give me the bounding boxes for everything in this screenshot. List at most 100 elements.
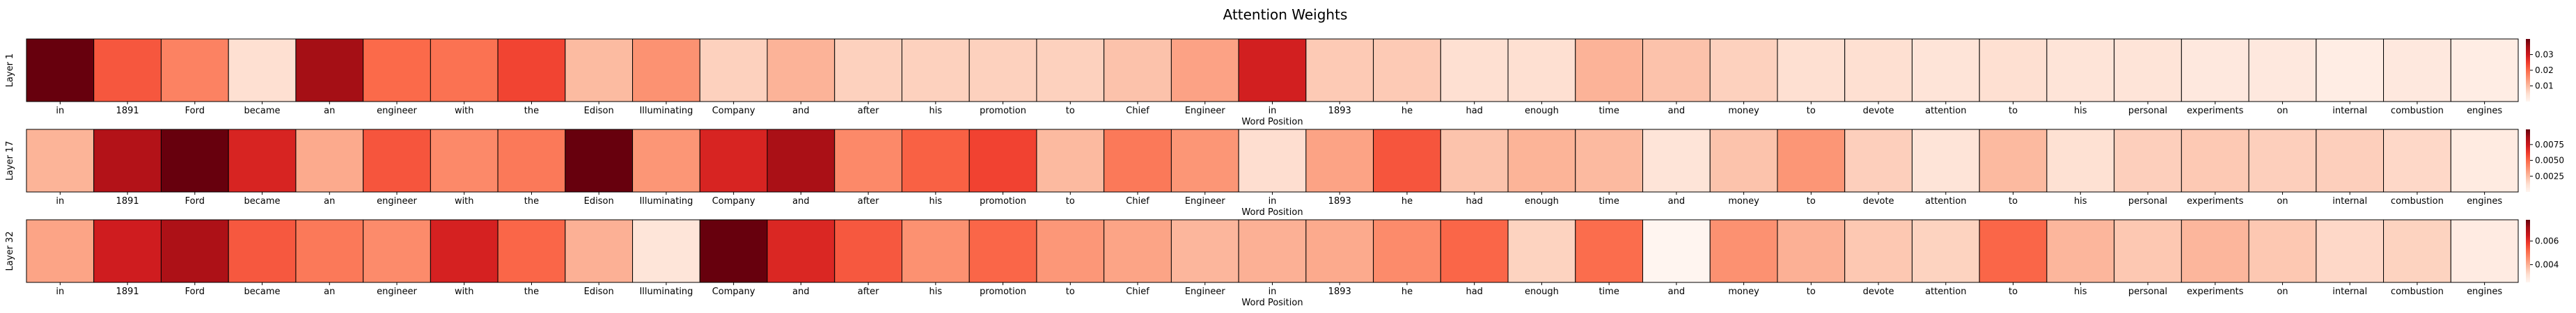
heatmap-cell [1575, 129, 1644, 193]
heatmap-cell [767, 219, 835, 283]
x-tick-label: in [1269, 287, 1277, 297]
y-axis-label: Layer 17 [5, 141, 15, 181]
heatmap-cell [901, 129, 970, 193]
heatmap-cell [901, 38, 970, 102]
heatmap-cell [1709, 38, 1778, 102]
x-tick-label: to [1807, 106, 1816, 116]
x-tick-label: engineer [377, 106, 417, 116]
heatmap-cell [497, 219, 566, 283]
heatmap-cell [1844, 219, 1913, 283]
colorbar [2526, 220, 2530, 282]
heatmap-panels: in 1891 Ford became an engineer with the Edison I… [5, 38, 2564, 308]
x-tick-label: experiments [2187, 106, 2244, 116]
x-tick-label: Engineer [1185, 196, 1226, 207]
x-tick-label: attention [1925, 287, 1966, 297]
x-tick-label: devote [1863, 287, 1894, 297]
x-tick-label: Ford [185, 196, 205, 207]
heatmap-cell [699, 38, 768, 102]
colorbar-tick-label: 0.0075 [2535, 140, 2564, 150]
x-tick-label: his [2074, 287, 2087, 297]
heatmap-cell [1170, 38, 1239, 102]
heatmap-cell [430, 38, 498, 102]
heatmap-panel: in 1891 Ford became an engineer with the Edison I… [5, 129, 2564, 218]
x-tick-label: he [1401, 196, 1413, 207]
heatmap-cell [363, 219, 431, 283]
heatmap-cell [1979, 129, 2048, 193]
x-tick-label: his [2074, 106, 2087, 116]
x-tick-label: Ford [185, 287, 205, 297]
x-tick-label: to [1066, 196, 1075, 207]
heatmap-cell [1036, 129, 1105, 193]
x-tick-label: to [2009, 106, 2018, 116]
x-tick-label: and [792, 287, 809, 297]
x-tick-label: Ford [185, 106, 205, 116]
heatmap-cell [834, 38, 902, 102]
x-tick-label: combustion [2391, 106, 2444, 116]
heatmap-cell [430, 129, 498, 193]
heatmap-cell [228, 129, 297, 193]
x-tick-label: 1891 [116, 287, 139, 297]
x-tick-label: money [1728, 106, 1759, 116]
figure-title: Attention Weights [1223, 6, 1348, 23]
heatmap-cell [1170, 129, 1239, 193]
heatmap-cell [1440, 129, 1509, 193]
heatmap-cell [1777, 129, 1846, 193]
x-tick-label: engines [2467, 106, 2502, 116]
heatmap-cell [1373, 219, 1441, 283]
heatmap-cell [1305, 219, 1374, 283]
x-tick-label: engines [2467, 287, 2502, 297]
x-tick-label: his [929, 106, 943, 116]
heatmap-cell [1844, 129, 1913, 193]
heatmap-cell [1440, 38, 1509, 102]
x-tick-label: with [455, 196, 474, 207]
colorbar-tick-label: 0.02 [2535, 65, 2554, 75]
heatmap-cell [901, 219, 970, 283]
x-tick-label: to [1066, 287, 1075, 297]
x-tick-label: his [929, 287, 943, 297]
heatmap-cell [1507, 129, 1576, 193]
x-tick-label: on [2277, 287, 2288, 297]
colorbar [2526, 39, 2530, 102]
heatmap-cell [565, 219, 634, 283]
x-tick-label: money [1728, 196, 1759, 207]
heatmap-cell [26, 38, 95, 102]
x-tick-label: 1893 [1328, 287, 1351, 297]
heatmap-cell [968, 129, 1037, 193]
heatmap-cell [1238, 38, 1307, 102]
x-tick-label: and [1668, 196, 1685, 207]
x-tick-label: an [324, 106, 335, 116]
heatmap-cell [2114, 129, 2182, 193]
x-tick-label: after [858, 196, 879, 207]
heatmap-cell [1777, 219, 1846, 283]
heatmap-cell [699, 129, 768, 193]
heatmap-cell [1170, 219, 1239, 283]
heatmap-panel: in 1891 Ford became an engineer with the Edison I… [5, 38, 2554, 127]
x-tick-label: to [1807, 196, 1816, 207]
heatmap-cell [228, 219, 297, 283]
heatmap-cell [1373, 38, 1441, 102]
heatmap-cell [2316, 219, 2385, 283]
x-tick-label: promotion [980, 196, 1026, 207]
x-tick-label: engineer [377, 287, 417, 297]
heatmap-cell [2181, 129, 2249, 193]
x-tick-label: combustion [2391, 196, 2444, 207]
x-tick-label: the [524, 196, 539, 207]
x-tick-label: enough [1525, 106, 1559, 116]
heatmap-cell [2383, 38, 2451, 102]
heatmap-cell [1036, 38, 1105, 102]
x-tick-label: an [324, 196, 335, 207]
colorbar-tick-label: 0.0050 [2535, 156, 2564, 166]
heatmap-panel: in 1891 Ford became an engineer with the Edison I… [5, 219, 2559, 308]
x-tick-label: in [56, 287, 64, 297]
x-tick-label: Engineer [1185, 106, 1226, 116]
heatmap-cell [2046, 129, 2115, 193]
colorbar-tick-label: 0.006 [2535, 236, 2559, 246]
heatmap-cell [632, 129, 700, 193]
x-tick-label: Chief [1126, 106, 1149, 116]
x-tick-label: internal [2332, 196, 2367, 207]
x-tick-label: after [858, 287, 879, 297]
heatmap-cell [2316, 129, 2385, 193]
x-tick-label: Company [712, 287, 755, 297]
x-tick-label: in [56, 106, 64, 116]
heatmap-cell [295, 129, 364, 193]
